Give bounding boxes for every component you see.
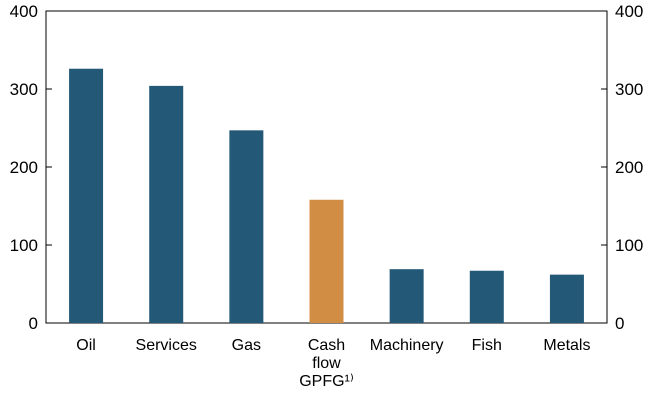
bar (69, 68, 104, 323)
x-tick-label-line: Services (136, 337, 197, 354)
x-tick-label-line: Metals (543, 337, 590, 354)
x-tick-label-line: GPFG¹⁾ (299, 373, 354, 390)
right-y-tick-label: 300 (615, 80, 643, 99)
right-y-tick-label: 0 (615, 314, 624, 333)
x-tick-label: Services (136, 337, 197, 354)
x-tick-label: Machinery (370, 337, 444, 354)
x-tick-label-line: flow (312, 355, 341, 372)
x-axis-labels: Oil Services Gas Cash flow GPFG¹⁾ Machinery Fis… (76, 337, 590, 390)
x-tick-label-line: Gas (232, 337, 261, 354)
bar (309, 199, 344, 323)
x-tick-label: Gas (232, 337, 261, 354)
bars (69, 68, 584, 323)
left-y-tick-label: 200 (10, 158, 38, 177)
x-tick-label-line: Machinery (370, 337, 444, 354)
x-tick-label: Cash flow GPFG¹⁾ (299, 337, 354, 390)
bar (149, 85, 184, 323)
x-tick-label: Fish (472, 337, 502, 354)
left-y-tick-label: 300 (10, 80, 38, 99)
right-y-tick-label: 100 (615, 236, 643, 255)
left-y-axis: 0 100 200 300 400 (10, 2, 52, 333)
right-y-axis: 0 100 200 300 400 (601, 2, 643, 333)
x-tick-label: Metals (543, 337, 590, 354)
right-y-tick-label: 400 (615, 2, 643, 21)
left-y-tick-label: 100 (10, 236, 38, 255)
left-y-tick-label: 400 (10, 2, 38, 21)
bar (229, 130, 264, 323)
left-y-tick-label: 0 (29, 314, 38, 333)
right-y-tick-label: 200 (615, 158, 643, 177)
x-tick-label: Oil (76, 337, 96, 354)
bar (549, 274, 584, 323)
x-tick-label-line: Fish (472, 337, 502, 354)
bar (469, 270, 504, 323)
bar (389, 269, 424, 323)
x-tick-label-line: Cash (308, 337, 345, 354)
x-tick-label-line: Oil (76, 337, 96, 354)
